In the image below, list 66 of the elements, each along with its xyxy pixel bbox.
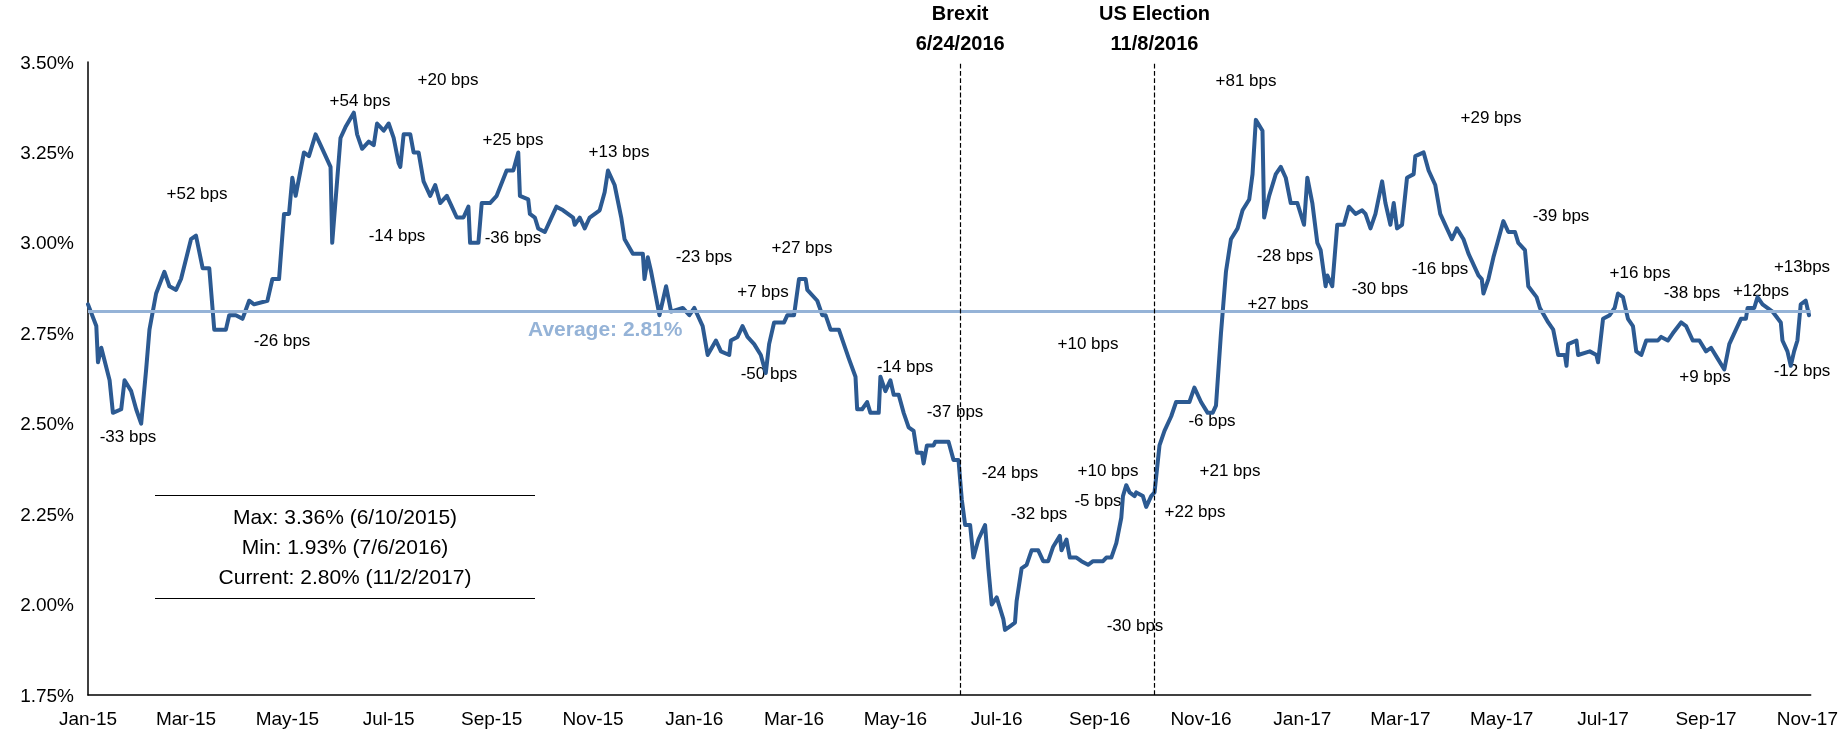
annotation: -30 bps (1351, 278, 1409, 298)
annotation: +16 bps (1609, 262, 1671, 282)
annotation: -5 bps (1074, 490, 1122, 510)
ref-line-label: Brexit 6/24/2016 (915, 2, 1005, 54)
annotation: +22 bps (1164, 501, 1226, 521)
annotation: +27 bps (1247, 293, 1309, 313)
annotation: -38 bps (1663, 282, 1721, 302)
annotation: -14 bps (368, 225, 426, 245)
annotation: -24 bps (981, 462, 1039, 482)
x-tick-label: Sep-15 (461, 708, 523, 729)
annotation: Max: 3.36% (6/10/2015) Min: 1.93% (7/6/2016) Current: 2.80% (11/2/2017) (217, 504, 473, 590)
annotation: -39 bps (1532, 205, 1590, 225)
ref-line-label: Average: 2.81% (528, 316, 683, 340)
y-tick-label: 3.50% (20, 51, 75, 73)
annotation: -36 bps (484, 227, 542, 247)
x-tick-label: Jul-15 (362, 708, 415, 729)
annotation: +7 bps (737, 281, 789, 301)
annotation: +52 bps (166, 183, 228, 203)
annotation: +12bps (1732, 280, 1790, 300)
x-tick-label: Mar-16 (763, 708, 825, 729)
annotation: +20 bps (417, 69, 479, 89)
y-tick-label: 2.75% (20, 322, 75, 344)
x-tick-label: May-16 (863, 708, 928, 729)
x-tick-label: Jan-16 (665, 708, 724, 729)
annotation: -28 bps (1256, 245, 1314, 265)
annotation: +21 bps (1199, 460, 1261, 480)
annotation: +54 bps (329, 90, 391, 110)
x-tick-label: Nov-15 (562, 708, 624, 729)
x-tick-label: Jul-16 (970, 708, 1023, 729)
annotation: -14 bps (876, 356, 934, 376)
annotation: +29 bps (1460, 107, 1522, 127)
annotation: +81 bps (1215, 70, 1277, 90)
y-tick-label: 2.25% (20, 503, 75, 525)
annotation: -26 bps (253, 330, 311, 350)
x-tick-label: Mar-17 (1370, 708, 1431, 729)
annotation: +9 bps (1679, 366, 1731, 386)
x-tick-label: Nov-16 (1170, 708, 1232, 729)
x-tick-label: Mar-15 (155, 708, 217, 729)
y-tick-label: 1.75% (20, 684, 75, 706)
annotation: -6 bps (1188, 410, 1236, 430)
annotation: +10 bps (1077, 460, 1139, 480)
annotation: -23 bps (675, 246, 733, 266)
annotation: +25 bps (482, 129, 544, 149)
x-tick-label: Nov-17 (1776, 708, 1838, 729)
x-tick-label: Jan-17 (1273, 708, 1332, 729)
annotation: -33 bps (99, 426, 157, 446)
x-tick-label: Sep-16 (1069, 708, 1131, 729)
annotation: -16 bps (1411, 258, 1469, 278)
y-tick-label: 3.00% (20, 232, 75, 254)
x-tick-label: May-17 (1470, 708, 1534, 729)
annotation: +10 bps (1057, 333, 1119, 353)
annotation: -32 bps (1010, 503, 1068, 523)
annotation: -30 bps (1106, 615, 1164, 635)
annotation: +27 bps (771, 237, 833, 257)
x-tick-label: May-15 (255, 708, 320, 729)
y-tick-label: 2.00% (20, 594, 75, 616)
annotation: -37 bps (926, 401, 984, 421)
annotation: -50 bps (740, 363, 798, 383)
y-tick-label: 3.25% (20, 141, 75, 163)
annotation: +13bps (1773, 256, 1831, 276)
x-tick-label: Jan-15 (58, 708, 118, 729)
annotation: +13 bps (588, 141, 650, 161)
x-tick-label: Jul-17 (1577, 708, 1629, 729)
ref-line-label: US Election 11/8/2016 (1098, 2, 1211, 54)
x-tick-label: Sep-17 (1675, 708, 1737, 729)
y-tick-label: 2.50% (20, 413, 75, 435)
